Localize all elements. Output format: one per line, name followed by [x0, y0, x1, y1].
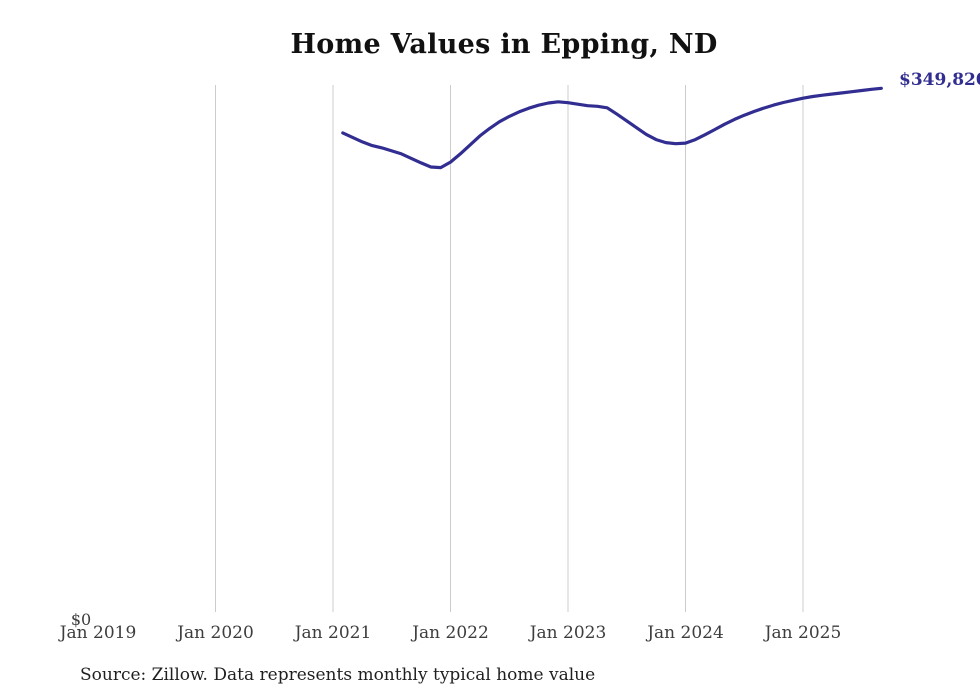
home-value-line: [341, 86, 883, 170]
source-note: Source: Zillow. Data represents monthly …: [80, 665, 596, 685]
chart-title: Home Values in Epping, ND: [290, 29, 718, 60]
latest-value-label: $349,820: [899, 70, 980, 90]
y-axis-zero-label: $0: [70, 610, 92, 629]
